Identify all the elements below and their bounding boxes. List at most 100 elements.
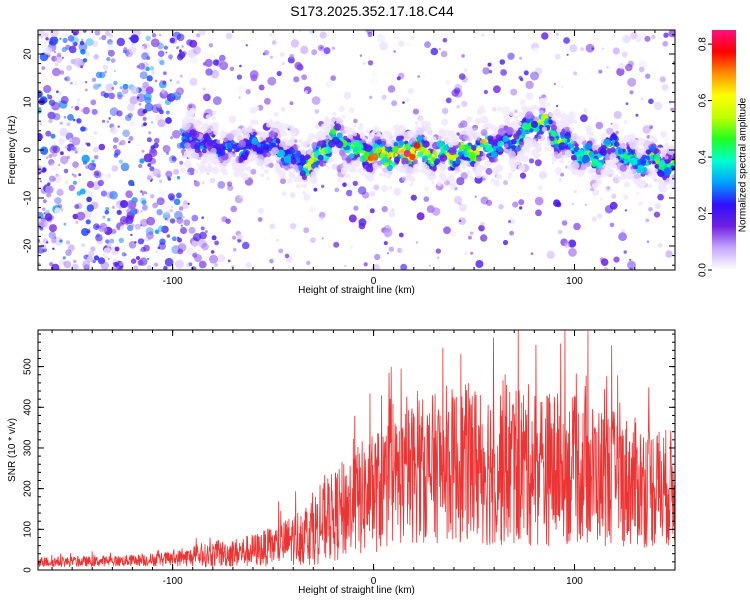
spectrogram-noise-cell (401, 176, 405, 179)
spectrogram-noise-cell (414, 44, 417, 47)
spectrogram-ridge-cell (295, 184, 301, 189)
spectrogram-ridge-cell (347, 142, 351, 147)
spectrogram-noise-cell (189, 101, 192, 105)
spectrogram-ridge-cell (231, 163, 236, 168)
spectrogram-noise-cell (95, 234, 103, 242)
spectrogram-noise-cell (609, 201, 618, 210)
snr-y-tick-label: 300 (23, 439, 34, 456)
spectrogram-ridge-cell (322, 162, 326, 167)
spectrogram-noise-cell (62, 256, 66, 260)
spectrogram-noise-cell (395, 94, 399, 98)
spectrogram-noise-cell (54, 62, 59, 67)
spectrogram-noise-cell (358, 222, 366, 230)
spectrogram-ridge-cell (298, 164, 303, 170)
spectrogram-ridge-cell (288, 124, 295, 131)
spectrogram-ridge-cell (636, 168, 642, 174)
spectrogram-noise-cell (54, 207, 62, 215)
spectrogram-noise-cell (458, 217, 466, 226)
spectrogram-noise-cell (625, 63, 633, 72)
colorbar-tick-label: 0.0 (698, 263, 709, 277)
spectrogram-ridge-cell (633, 178, 640, 185)
spectrogram-ridge-cell (671, 135, 675, 142)
spectrogram-ridge-cell (603, 138, 611, 147)
spectrogram-ridge-cell (253, 151, 257, 155)
spectrogram-ridge-cell (431, 174, 437, 180)
spectrogram-ridge-cell (467, 143, 471, 147)
spectrogram-ridge-cell (302, 183, 308, 189)
spectrogram-noise-cell (179, 160, 184, 165)
spectrogram-noise-cell (165, 110, 170, 115)
spectrogram-ridge-cell (344, 126, 349, 130)
spectrogram-noise-cell (39, 122, 43, 125)
spectrogram-ridge-cell (606, 127, 614, 135)
spectrogram-ridge-cell (558, 177, 563, 182)
spectrogram-noise-cell (67, 244, 75, 252)
spectrogram-noise-cell (592, 188, 600, 197)
spectrogram-noise-cell (38, 108, 42, 114)
spectrogram-noise-cell (226, 181, 233, 187)
spectrogram-noise-cell (348, 214, 357, 223)
spectrogram-ridge-cell (253, 119, 259, 125)
spectrogram-ridge-cell (218, 164, 222, 168)
spectrogram-x-tick-label: 100 (566, 276, 583, 287)
spectrogram-ridge-cell (436, 180, 443, 187)
spectrogram-noise-cell (156, 197, 165, 206)
spectrogram-noise-cell (531, 47, 540, 55)
spectrogram-noise-cell (456, 105, 461, 109)
spectrogram-noise-cell (155, 250, 159, 254)
spectrogram-noise-cell (61, 56, 64, 59)
spectrogram-noise-cell (136, 256, 140, 260)
spectrogram-noise-cell (209, 83, 213, 87)
spectrogram-ridge-cell (513, 133, 520, 140)
spectrogram-noise-cell (629, 267, 634, 270)
spectrogram-noise-cell (67, 114, 74, 121)
spectrogram-ridge-cell (260, 166, 264, 170)
spectrogram-noise-cell (96, 225, 99, 229)
spectrogram-ridge-cell (223, 137, 229, 143)
spectrogram-noise-cell (563, 242, 570, 249)
spectrogram-ridge-cell (637, 147, 644, 154)
spectrogram-noise-cell (169, 79, 172, 82)
spectrogram-ridge-cell (289, 163, 294, 168)
spectrogram-noise-cell (141, 200, 147, 206)
spectrogram-ridge-cell (376, 131, 382, 137)
spectrogram-noise-cell (56, 188, 64, 196)
spectrogram-ridge-cell (484, 160, 492, 167)
spectrogram-noise-cell (200, 226, 205, 231)
spectrogram-ridge-cell (662, 175, 667, 181)
spectrogram-noise-cell (670, 107, 675, 112)
spectrogram-ridge-cell (373, 125, 380, 132)
spectrogram-noise-cell (269, 258, 274, 264)
spectrogram-ridge-cell (317, 130, 324, 137)
spectrogram-ridge-cell (534, 134, 538, 139)
spectrogram-noise-cell (123, 47, 128, 51)
spectrogram-noise-cell (177, 248, 184, 255)
spectrogram-ridge-cell (341, 115, 346, 119)
spectrogram-noise-cell (553, 82, 556, 86)
spectrogram-noise-cell (603, 266, 609, 270)
spectrogram-ridge-cell (612, 157, 619, 164)
spectrogram-noise-cell (541, 32, 549, 40)
colorbar-label: Normalized spectral amplitude (738, 97, 749, 232)
spectrogram-noise-cell (665, 137, 669, 141)
spectrogram-noise-cell (138, 163, 143, 169)
spectrogram-noise-cell (93, 170, 102, 179)
spectrogram-noise-cell (120, 139, 126, 146)
spectrogram-ridge-cell (619, 142, 626, 149)
spectrogram-noise-cell (139, 158, 145, 164)
spectrogram-ridge-cell (513, 115, 519, 120)
spectrogram-ridge-cell (637, 137, 646, 146)
spectrogram-ridge-cell (502, 135, 509, 142)
spectrogram-noise-cell (128, 179, 135, 187)
spectrogram-noise-cell (491, 106, 497, 112)
spectrogram-noise-cell (109, 238, 115, 244)
spectrogram-ridge-cell (439, 162, 447, 171)
spectrogram-noise-cell (81, 228, 89, 236)
spectrogram-noise-cell (64, 32, 69, 38)
spectrogram-ridge-cell (611, 133, 616, 138)
spectrogram-ridge-cell (261, 147, 265, 151)
spectrogram-ridge-cell (185, 138, 190, 143)
spectrogram-ridge-cell (189, 129, 197, 137)
spectrogram-noise-cell (145, 86, 154, 95)
spectrogram-noise-cell (52, 67, 61, 77)
